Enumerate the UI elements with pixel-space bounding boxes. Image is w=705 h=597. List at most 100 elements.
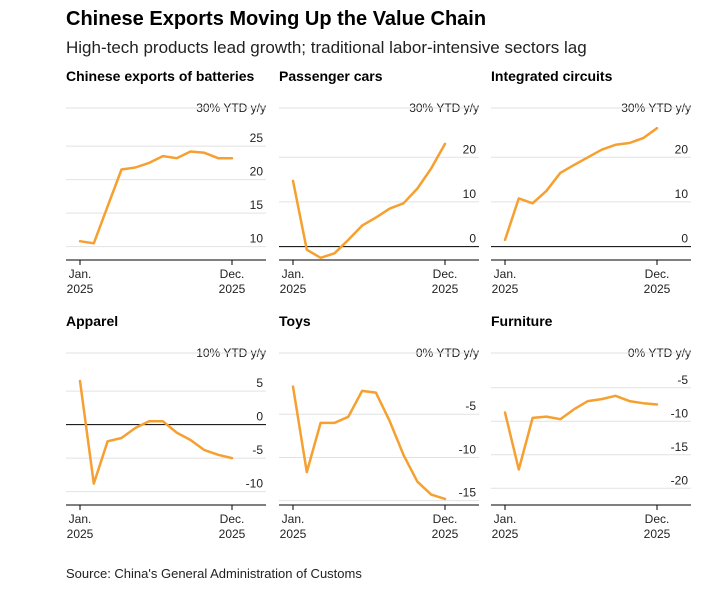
y-tick-label: 20 bbox=[675, 142, 689, 156]
data-point bbox=[319, 256, 322, 259]
series-line bbox=[291, 385, 447, 501]
x-tick-label: 2025 bbox=[67, 527, 94, 541]
data-point bbox=[292, 385, 295, 388]
data-point bbox=[573, 408, 576, 411]
chart-panel: Furniture 0% YTD y/y -5 -10 -15 -20 Jan. 2025 De… bbox=[491, 313, 691, 553]
x-tick-label: Dec. bbox=[220, 267, 245, 281]
data-point bbox=[517, 468, 520, 471]
y-tick-label: 25 bbox=[250, 131, 264, 145]
data-point bbox=[374, 391, 377, 394]
data-point bbox=[231, 457, 234, 460]
chart-title: Chinese Exports Moving Up the Value Chai… bbox=[66, 8, 487, 30]
x-tick-label: 2025 bbox=[492, 527, 519, 541]
data-point bbox=[134, 166, 137, 169]
x-tick-label: Jan. bbox=[69, 512, 92, 526]
x-tick-label: 2025 bbox=[432, 527, 459, 541]
data-point bbox=[92, 242, 95, 245]
data-point bbox=[134, 426, 137, 429]
chart-subtitle: High-tech products lead growth; traditio… bbox=[66, 38, 587, 57]
x-tick-label: 2025 bbox=[280, 282, 307, 296]
data-point bbox=[559, 418, 562, 421]
data-point bbox=[504, 411, 507, 414]
data-point bbox=[656, 127, 659, 130]
data-point bbox=[79, 240, 82, 243]
data-point bbox=[92, 482, 95, 485]
data-point bbox=[175, 157, 178, 160]
data-point bbox=[120, 437, 123, 440]
x-tick-label: Jan. bbox=[494, 267, 517, 281]
data-point bbox=[305, 248, 308, 251]
panel-title: Furniture bbox=[491, 313, 553, 329]
x-tick-label: Jan. bbox=[494, 512, 517, 526]
x-tick-label: Dec. bbox=[433, 267, 458, 281]
data-point bbox=[642, 137, 645, 140]
data-point bbox=[374, 216, 377, 219]
data-point bbox=[545, 189, 548, 192]
y-tick-label: -10 bbox=[671, 406, 689, 420]
x-tick-label: 2025 bbox=[67, 282, 94, 296]
data-point bbox=[586, 156, 589, 159]
data-point bbox=[614, 394, 617, 397]
x-tick-label: 2025 bbox=[219, 282, 246, 296]
y-tick-label: -15 bbox=[671, 440, 689, 454]
x-tick-label: Dec. bbox=[220, 512, 245, 526]
data-point bbox=[388, 207, 391, 210]
data-point bbox=[148, 161, 151, 164]
data-point bbox=[333, 421, 336, 424]
data-point bbox=[319, 421, 322, 424]
data-point bbox=[361, 224, 364, 227]
data-point bbox=[361, 389, 364, 392]
y-tick-label: -10 bbox=[459, 442, 477, 456]
x-tick-label: Dec. bbox=[645, 267, 670, 281]
chart-panel: Integrated circuits 30% YTD y/y 0 10 20 Jan. 2… bbox=[491, 68, 691, 308]
series-line bbox=[78, 379, 234, 485]
panel-title: Integrated circuits bbox=[491, 68, 613, 84]
data-point bbox=[628, 400, 631, 403]
data-point bbox=[573, 163, 576, 166]
panel-title: Apparel bbox=[66, 313, 119, 329]
y-tick-label: 5 bbox=[256, 376, 263, 390]
y-tick-label: -20 bbox=[671, 473, 689, 487]
data-point bbox=[531, 202, 534, 205]
panel-title: Chinese exports of batteries bbox=[66, 68, 255, 84]
y-tick-label: 10 bbox=[463, 187, 477, 201]
data-point bbox=[217, 453, 220, 456]
data-point bbox=[106, 205, 109, 208]
y-tick-label: 15 bbox=[250, 198, 264, 212]
data-point bbox=[402, 202, 405, 205]
x-tick-label: Dec. bbox=[433, 512, 458, 526]
data-point bbox=[504, 238, 507, 241]
chart-panel: Chinese exports of batteries 30% YTD y/y 1… bbox=[66, 68, 266, 308]
data-point bbox=[347, 415, 350, 418]
y-tick-label: 0 bbox=[681, 232, 688, 246]
data-point bbox=[628, 141, 631, 144]
data-point bbox=[430, 493, 433, 496]
data-point bbox=[586, 400, 589, 403]
data-point bbox=[600, 398, 603, 401]
x-tick-label: 2025 bbox=[219, 527, 246, 541]
data-point bbox=[189, 150, 192, 153]
data-point bbox=[148, 420, 151, 423]
data-point bbox=[161, 420, 164, 423]
data-point bbox=[416, 480, 419, 483]
data-point bbox=[531, 416, 534, 419]
data-point bbox=[120, 168, 123, 171]
data-point bbox=[444, 142, 447, 145]
x-tick-label: Dec. bbox=[645, 512, 670, 526]
chart-panel: Passenger cars 30% YTD y/y 0 10 20 Jan. 2025 De… bbox=[279, 68, 479, 308]
x-tick-label: 2025 bbox=[644, 282, 671, 296]
data-point bbox=[559, 171, 562, 174]
data-point bbox=[388, 420, 391, 423]
y-tick-label: 20 bbox=[250, 165, 264, 179]
data-point bbox=[347, 238, 350, 241]
y-tick-label: 0 bbox=[256, 410, 263, 424]
data-point bbox=[333, 252, 336, 255]
data-point bbox=[517, 197, 520, 200]
series-line bbox=[78, 150, 234, 245]
y-tick-label: -15 bbox=[459, 486, 477, 500]
data-point bbox=[430, 167, 433, 170]
x-tick-label: Jan. bbox=[282, 512, 305, 526]
